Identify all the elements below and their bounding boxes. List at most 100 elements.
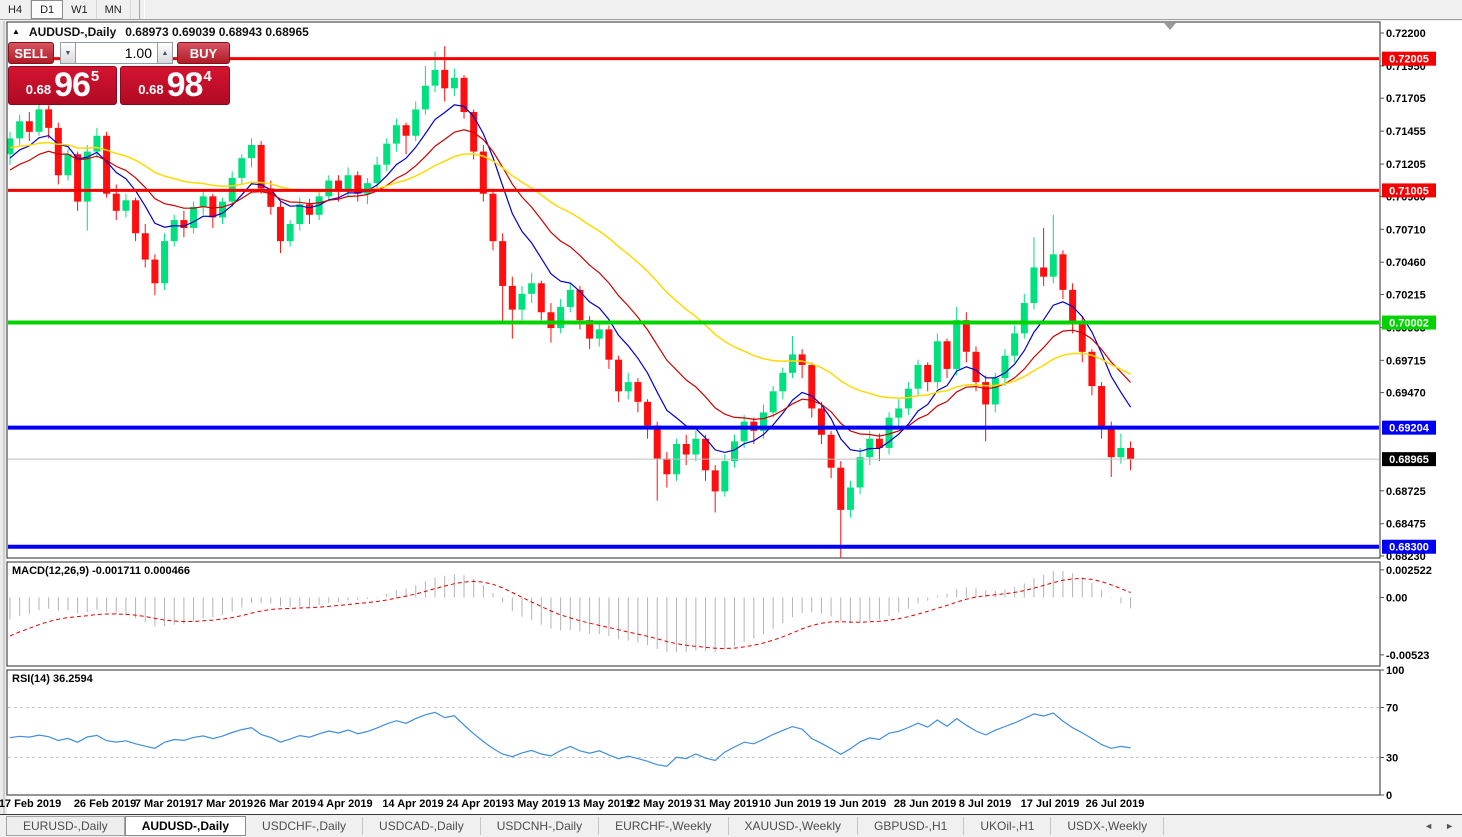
candle	[663, 451, 671, 488]
candle	[566, 283, 574, 313]
candle	[933, 333, 941, 389]
timeframe-button-mn[interactable]: MN	[97, 0, 131, 19]
macd-panel: MACD(12,26,9) -0.001711 0.000466	[9, 565, 1132, 653]
candle	[557, 299, 565, 334]
candle	[209, 193, 217, 228]
collapse-triangle-icon[interactable]: ▲	[12, 27, 20, 36]
candle	[634, 378, 642, 413]
candle	[595, 322, 603, 347]
price-tick-label: 0.69715	[1386, 355, 1426, 367]
candle	[1049, 214, 1057, 284]
macd-label: MACD(12,26,9) -0.001711 0.000466	[12, 565, 190, 577]
timeframe-toolbar: H4 D1 W1 MN	[0, 0, 1462, 20]
tab-eurchf-weekly[interactable]: EURCHF-,Weekly	[599, 817, 729, 835]
timeframe-button-h4[interactable]: H4	[0, 0, 32, 19]
rsi-axis-label: 30	[1386, 753, 1398, 765]
chart-title-ohlc: 0.68973 0.69039 0.68943 0.68965	[125, 25, 309, 39]
candle	[170, 214, 178, 247]
price-tick-label: 0.70215	[1386, 289, 1426, 301]
candle	[721, 454, 729, 497]
candle	[1001, 349, 1009, 387]
tab-xauusd-weekly[interactable]: XAUUSD-,Weekly	[729, 817, 858, 835]
candle	[74, 151, 82, 211]
candle	[904, 382, 912, 416]
one-click-trade-panel: SELL ▼ ▲ BUY 0.68 96 5 0.68 98 4	[8, 42, 230, 124]
tab-usdchf-daily[interactable]: USDCHF-,Daily	[246, 817, 364, 835]
chart-title: ▲ AUDUSD-,Daily 0.68973 0.69039 0.68943 …	[12, 25, 309, 39]
candle	[103, 131, 111, 198]
candle	[615, 355, 623, 402]
tab-usdcad-daily[interactable]: USDCAD-,Daily	[363, 817, 481, 835]
candle	[682, 434, 690, 466]
level-0.71005-badge	[1382, 183, 1436, 198]
volume-increase-button[interactable]: ▲	[157, 42, 173, 64]
candle	[325, 175, 333, 202]
date-label: 26 Feb 2019	[74, 798, 136, 810]
date-label: 13 May 2019	[568, 798, 632, 810]
candle	[392, 118, 400, 152]
candle	[6, 131, 14, 165]
date-label: 24 Apr 2019	[446, 798, 507, 810]
tab-ukoil-h1[interactable]: UKOil-,H1	[964, 817, 1052, 835]
volume-decrease-button[interactable]: ▼	[60, 42, 76, 64]
tab-eurusd-daily[interactable]: EURUSD-,Daily	[6, 816, 125, 836]
level-0.72005-badge	[1382, 51, 1436, 66]
sell-price-box[interactable]: 0.68 96 5	[8, 66, 117, 105]
candle	[1040, 227, 1048, 286]
candle	[846, 480, 854, 518]
level-0.72005-badge-label: 0.72005	[1389, 54, 1429, 66]
date-label: 17 Jul 2019	[1021, 798, 1080, 810]
tab-scroll-right-icon[interactable]: ►	[1445, 821, 1454, 831]
price-chart: MACD(12,26,9) -0.001711 0.000466 RSI(14) …	[0, 21, 1462, 814]
level-0.70002-badge-label: 0.70002	[1389, 318, 1429, 330]
price-tick-label: 0.69470	[1386, 388, 1426, 400]
level-0.70002-badge	[1382, 315, 1436, 330]
sell-price-pip: 5	[90, 68, 100, 85]
tab-usdx-weekly[interactable]: USDX-,Weekly	[1051, 817, 1165, 835]
candle	[460, 75, 468, 119]
sell-button[interactable]: SELL	[8, 42, 54, 64]
candle	[132, 197, 140, 242]
candle	[711, 465, 719, 513]
level-lines	[8, 57, 1379, 549]
macd-axis-label: 0.00	[1386, 593, 1407, 605]
candle	[537, 280, 545, 321]
candle	[518, 285, 526, 321]
chart-canvas[interactable]: MACD(12,26,9) -0.001711 0.000466 RSI(14) …	[0, 21, 1462, 814]
date-label: 4 Apr 2019	[317, 798, 372, 810]
candle	[219, 197, 227, 225]
candle	[276, 201, 284, 253]
timeframe-button-d1[interactable]: D1	[31, 0, 64, 19]
level-0.69204-badge-label: 0.69204	[1389, 423, 1430, 435]
price-tick-label: 0.71705	[1386, 93, 1426, 105]
price-tick-label: 0.68230	[1386, 551, 1426, 563]
panel-backgrounds	[0, 21, 1462, 814]
tab-usdcnh-daily[interactable]: USDCNH-,Daily	[481, 817, 600, 835]
volume-input[interactable]	[76, 42, 157, 64]
tab-gbpusd-h1[interactable]: GBPUSD-,H1	[858, 817, 965, 835]
buy-button[interactable]: BUY	[177, 42, 230, 64]
buy-price-box[interactable]: 0.68 98 4	[120, 66, 230, 105]
rsi-label: RSI(14) 36.2594	[12, 673, 94, 685]
chart-tab-bar: EURUSD-,Daily AUDUSD-,Daily USDCHF-,Daily U…	[0, 814, 1462, 837]
candle	[1127, 441, 1135, 471]
candle	[943, 338, 951, 379]
level-0.68300-badge	[1382, 539, 1436, 554]
candle	[1011, 325, 1019, 363]
candle	[479, 144, 487, 202]
date-label: 3 May 2019	[508, 798, 566, 810]
candle	[605, 325, 613, 369]
date-label: 22 May 2019	[628, 798, 692, 810]
candle	[180, 210, 188, 238]
tab-audusd-daily[interactable]: AUDUSD-,Daily	[124, 816, 247, 836]
candle	[808, 362, 816, 418]
date-label: 17 Feb 2019	[0, 798, 61, 810]
candle	[122, 193, 130, 218]
candle	[141, 224, 149, 268]
candle	[779, 367, 787, 400]
candle	[759, 404, 767, 439]
timeframe-button-w1[interactable]: W1	[63, 0, 97, 19]
tab-scroll-arrows: ◄ ►	[1424, 821, 1454, 831]
tab-scroll-left-icon[interactable]: ◄	[1424, 821, 1434, 831]
